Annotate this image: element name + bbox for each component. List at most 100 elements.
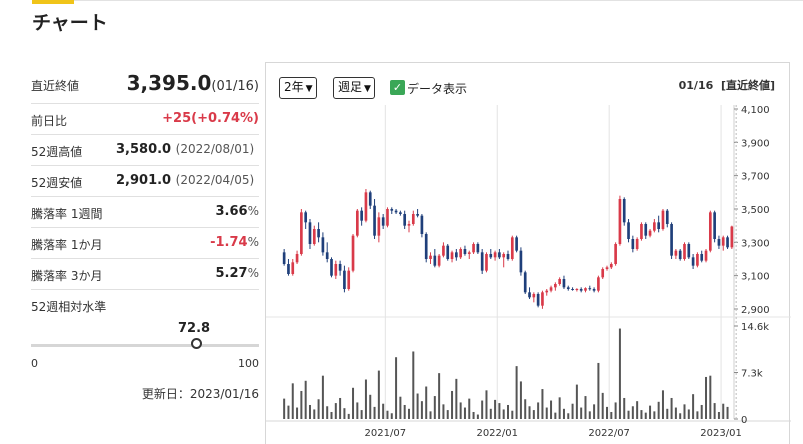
stats-panel: 直近終値 3,395.0(01/16) 前日比 +25(+0.74%) 52週高… xyxy=(31,66,259,401)
candle-body xyxy=(429,255,432,259)
x-tick-label: 2023/01 xyxy=(700,428,742,439)
candle-body xyxy=(442,245,445,256)
volume-bar xyxy=(489,408,492,419)
volume-bar xyxy=(459,402,462,419)
volume-bar xyxy=(541,389,544,419)
stat-label: 前日比 xyxy=(31,114,68,128)
volume-bar xyxy=(558,397,561,419)
candle-body xyxy=(657,222,661,229)
candle-body xyxy=(390,209,394,211)
volume-bar xyxy=(528,406,531,419)
relative-level-track xyxy=(31,344,259,347)
volume-bar xyxy=(494,399,497,419)
volume-bar xyxy=(524,399,527,419)
volume-bar xyxy=(412,351,415,419)
volume-bar xyxy=(610,411,613,419)
volume-bar xyxy=(666,408,669,419)
volume-bar xyxy=(640,410,643,419)
candle-body xyxy=(502,254,506,258)
low52-date: (2022/04/05) xyxy=(175,173,255,187)
candle-body xyxy=(562,279,566,288)
volume-bar xyxy=(382,403,385,419)
candle-body xyxy=(308,222,312,244)
volume-bar xyxy=(321,375,324,419)
volume-bar xyxy=(532,410,535,419)
candle-body xyxy=(622,199,626,223)
perf1w-value: 3.66% xyxy=(216,204,259,219)
period-select-value: 2年 xyxy=(284,80,304,94)
perf1w-number: 3.66 xyxy=(215,204,248,219)
volume-bar xyxy=(502,409,505,419)
volume-bar xyxy=(683,404,686,419)
interval-select[interactable]: 週足 ▼ xyxy=(333,77,375,99)
volume-bar xyxy=(317,399,320,419)
candle-body xyxy=(536,294,540,306)
candle-body xyxy=(653,222,656,231)
volume-bar xyxy=(399,396,402,419)
price-tick-label: 3,700 xyxy=(741,172,770,183)
volume-bar xyxy=(296,407,299,419)
candle-body xyxy=(575,289,579,290)
candle-body xyxy=(601,269,605,278)
x-tick-label: 2021/07 xyxy=(365,428,407,439)
volume-bar xyxy=(511,410,514,419)
volume-bar xyxy=(407,408,410,419)
volume-bar xyxy=(291,383,294,419)
candle-body xyxy=(351,235,355,271)
candle-body xyxy=(510,237,514,259)
volume-tick-label: 0 xyxy=(741,415,747,426)
volume-bar xyxy=(451,390,454,419)
volume-bar xyxy=(597,362,600,419)
close-price-value: 3,395.0 xyxy=(126,71,212,95)
chevron-down-icon: ▼ xyxy=(364,84,371,94)
checkbox-checked-icon[interactable]: ✓ xyxy=(390,80,405,95)
period-select[interactable]: 2年 ▼ xyxy=(279,77,317,99)
volume-bar xyxy=(369,394,372,419)
volume-bar xyxy=(614,402,617,419)
volume-bar xyxy=(498,403,501,419)
stat-row-perf1w: 騰落率 1週間 3.66% xyxy=(31,197,259,228)
volume-bar xyxy=(649,405,652,419)
volume-bar xyxy=(313,409,316,419)
perf3m-value: 5.27% xyxy=(216,266,259,281)
close-price-date: (01/16) xyxy=(211,79,259,94)
volume-bar xyxy=(550,400,553,419)
percent-unit: % xyxy=(247,235,259,249)
stat-label: 52週高値 xyxy=(31,145,83,159)
candle-body xyxy=(579,289,583,291)
candle-body xyxy=(334,264,338,276)
volume-bar xyxy=(326,406,329,419)
volume-bar xyxy=(705,376,708,419)
candle-body xyxy=(493,252,497,258)
candle-body xyxy=(571,289,574,290)
volume-bar xyxy=(373,406,376,419)
price-tick-label: 3,900 xyxy=(741,138,770,149)
volume-bar xyxy=(601,392,604,419)
candle-body xyxy=(416,214,419,216)
volume-bar xyxy=(679,413,682,419)
volume-bar xyxy=(580,407,583,419)
volume-bar xyxy=(593,404,596,419)
volume-bar xyxy=(631,406,634,419)
candle-body xyxy=(325,252,329,259)
candle-body xyxy=(485,254,488,271)
volume-bar xyxy=(416,393,419,419)
candle-body xyxy=(592,289,596,291)
relative-level-min: 0 xyxy=(31,357,38,370)
candle-body xyxy=(394,210,398,213)
volume-bar xyxy=(584,396,587,419)
volume-bar xyxy=(696,411,699,419)
volume-bar xyxy=(446,410,449,419)
candle-body xyxy=(373,205,376,236)
candle-body xyxy=(541,292,544,306)
candle-body xyxy=(683,244,686,259)
candle-body xyxy=(700,254,704,261)
chart-panel: 2年 ▼ 週足 ▼ ✓ データ表示 01/16 [直近終値] 2,900 3,100 3… xyxy=(265,62,791,444)
volume-bar xyxy=(283,398,286,419)
candle-body xyxy=(347,270,351,289)
percent-unit: % xyxy=(247,266,259,280)
candle-body xyxy=(528,292,531,298)
candle-body xyxy=(282,252,286,264)
volume-bar xyxy=(519,381,522,419)
candle-body xyxy=(450,252,454,259)
